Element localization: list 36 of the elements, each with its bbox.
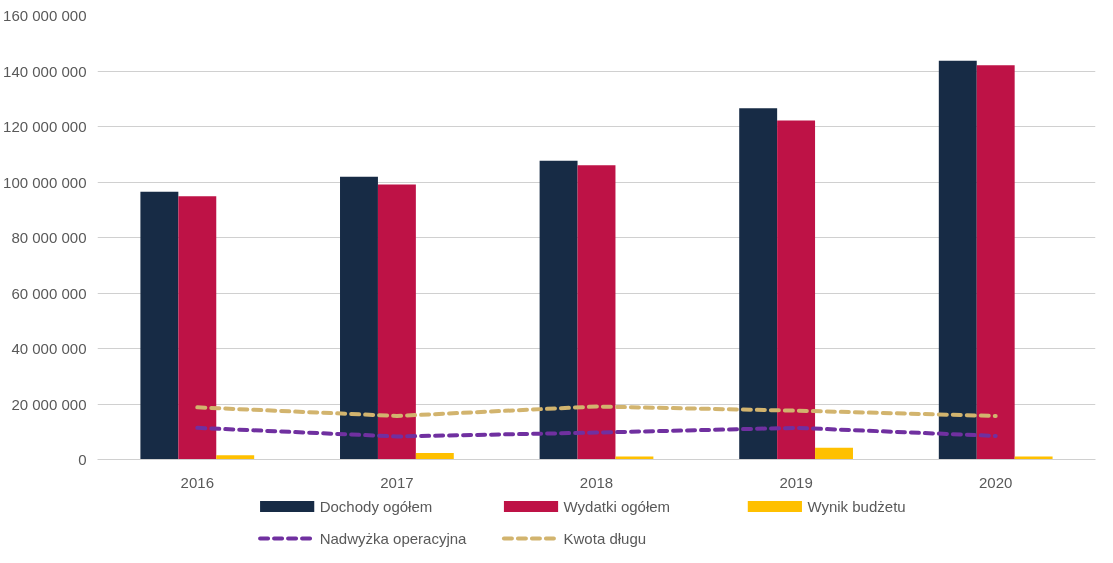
line-series: [195, 425, 998, 439]
y-tick-label: 100 000 000: [3, 173, 87, 191]
bar: [777, 120, 816, 460]
x-tick-label: 2017: [380, 473, 414, 491]
y-tick-label: 20 000 000: [11, 395, 87, 413]
bar: [938, 60, 977, 460]
bar: [976, 65, 1015, 460]
line-series: [195, 404, 998, 418]
x-tick-label: 2020: [979, 473, 1013, 491]
y-tick-label: 120 000 000: [3, 118, 87, 135]
y-tick-label: 40 000 000: [11, 340, 87, 357]
x-tick-label: 2018: [579, 473, 614, 491]
bar: [577, 165, 616, 460]
bar: [415, 453, 454, 460]
bar: [739, 108, 778, 460]
legend-label: Nadwyżka operacyjna: [319, 530, 468, 547]
bar: [615, 456, 654, 460]
bar: [815, 447, 853, 460]
legend-label: Wynik budżetu: [807, 498, 906, 515]
legend-label: Dochody ogółem: [319, 498, 433, 515]
y-tick-label: 80 000 000: [11, 229, 87, 246]
x-tick-label: 2019: [779, 473, 813, 491]
x-tick-label: 2016: [180, 473, 214, 491]
bar: [340, 176, 378, 460]
bar: [178, 196, 217, 460]
bar: [216, 455, 255, 460]
bar: [377, 184, 416, 460]
y-tick-label: 140 000 000: [3, 62, 87, 80]
y-tick-label: 60 000 000: [11, 284, 87, 302]
y-tick-label: 160 000 000: [3, 7, 87, 24]
bar: [539, 160, 578, 460]
y-tick-label: 0: [78, 451, 87, 468]
bar: [140, 191, 179, 460]
legend-label: Kwota długu: [563, 530, 647, 547]
bar: [1014, 456, 1053, 460]
legend-label: Wydatki ogółem: [563, 498, 671, 515]
